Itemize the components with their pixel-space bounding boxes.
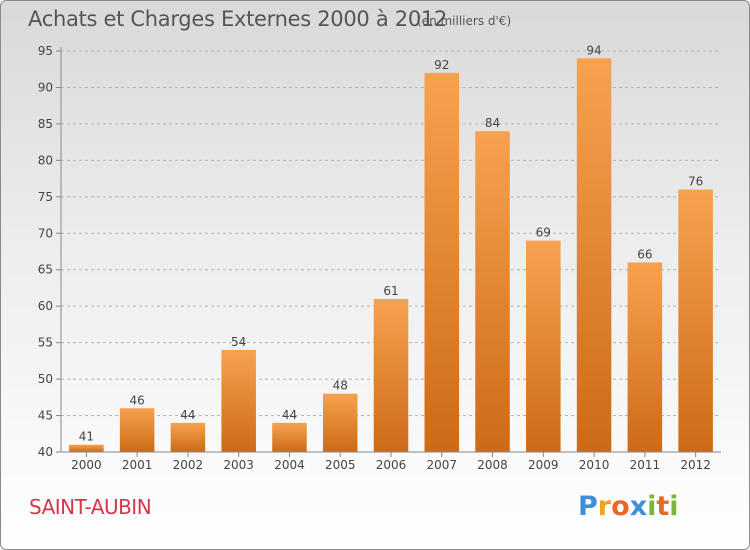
x-tick-label: 2009 — [528, 458, 559, 472]
bar-value-label: 46 — [130, 393, 145, 407]
x-tick-label: 2004 — [274, 458, 305, 472]
logo-letter: t — [656, 491, 670, 522]
x-tick-label: 2001 — [122, 458, 153, 472]
bar-2008 — [475, 131, 510, 452]
y-tick-label: 45 — [38, 409, 53, 423]
bar-2012 — [678, 189, 713, 452]
y-tick-label: 40 — [38, 445, 53, 459]
bar-2009 — [526, 240, 561, 452]
bar-value-label: 84 — [485, 116, 500, 130]
y-tick-label: 70 — [38, 226, 53, 240]
bar-2003 — [221, 349, 256, 452]
x-tick-label: 2011 — [630, 458, 661, 472]
x-tick-label: 2003 — [223, 458, 254, 472]
y-tick-label: 50 — [38, 372, 53, 386]
axes: 40 45 50 55 60 65 70 75 80 85 90 95 2000 2001 2002 2003… — [38, 44, 721, 472]
bar-value-label: 44 — [180, 408, 195, 422]
bar-2000 — [69, 444, 104, 452]
bar-value-label: 41 — [79, 430, 94, 444]
commune-name: SAINT-AUBIN — [29, 495, 152, 519]
x-tick-label: 2007 — [426, 458, 457, 472]
y-tick-label: 90 — [38, 80, 53, 94]
logo-letter: P — [578, 491, 598, 522]
x-tick-label: 2006 — [376, 458, 407, 472]
x-tick-label: 2012 — [680, 458, 711, 472]
logo-letter: i — [669, 491, 679, 522]
bar-value-label: 94 — [586, 43, 601, 57]
bar-value-label: 76 — [688, 175, 703, 189]
logo-letter: r — [597, 491, 612, 522]
bar-value-label: 54 — [231, 335, 246, 349]
bar-value-label: 48 — [333, 379, 348, 393]
x-tick-label: 2005 — [325, 458, 356, 472]
bar-value-label: 66 — [637, 247, 652, 261]
bar-2010 — [576, 58, 612, 453]
bar-value-label: 69 — [536, 226, 551, 240]
bar-value-label: 61 — [383, 284, 398, 298]
y-tick-label: 65 — [38, 263, 53, 277]
x-tick-label: 2000 — [71, 458, 102, 472]
bar-2004 — [272, 422, 307, 452]
y-tick-label: 55 — [38, 336, 53, 350]
logo-letter: o — [611, 491, 630, 522]
bars: 41 46 44 54 44 48 61 92 84 69 94 66 76 — [69, 43, 713, 453]
chart-unit: (en milliers d'€) — [417, 14, 512, 28]
bar-2006 — [373, 298, 409, 452]
x-tick-label: 2008 — [477, 458, 508, 472]
logo-letter: x — [629, 491, 648, 522]
bar-2007 — [424, 72, 460, 452]
bar-2001 — [119, 408, 155, 452]
bar-2011 — [627, 262, 663, 452]
bar-2002 — [170, 422, 206, 452]
logo-letter: i — [647, 491, 657, 522]
proxiti-logo: Proxiti — [578, 491, 679, 522]
y-tick-label: 80 — [38, 153, 53, 167]
x-tick-label: 2002 — [173, 458, 204, 472]
y-tick-label: 85 — [38, 117, 53, 131]
y-tick-label: 75 — [38, 190, 53, 204]
bar-value-label: 44 — [282, 408, 297, 422]
x-tick-label: 2010 — [579, 458, 610, 472]
y-tick-label: 60 — [38, 299, 53, 313]
y-tick-label: 95 — [38, 44, 53, 58]
bar-value-label: 92 — [434, 58, 449, 72]
chart-title: Achats et Charges Externes 2000 à 2012 — [28, 7, 448, 31]
bar-2005 — [322, 393, 358, 452]
